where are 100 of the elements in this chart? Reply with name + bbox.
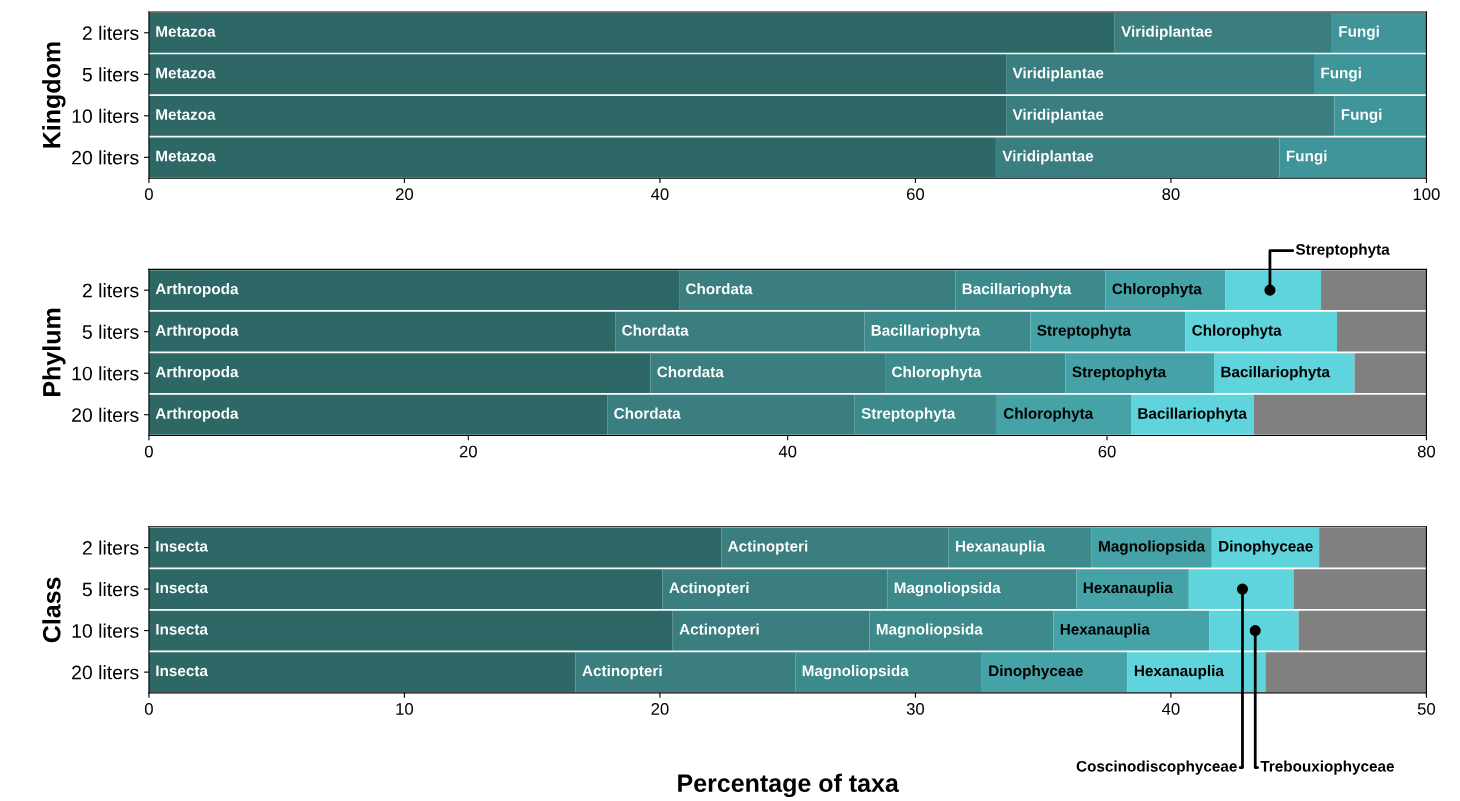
bar: [148, 270, 680, 311]
y-tick-label: 20 liters: [72, 150, 139, 165]
data-label: Bacillariophyta: [1138, 407, 1248, 422]
x-tick-label: 60: [907, 188, 925, 201]
data-label: Chlorophyta: [1192, 324, 1282, 339]
bar: [607, 394, 855, 435]
data-label: Streptophyta: [1072, 366, 1167, 381]
y-tick-label: 10 liters: [72, 108, 139, 124]
data-label: Bacillariophyta: [871, 324, 981, 339]
bar: [679, 270, 956, 311]
data-label: Fungi: [1286, 150, 1327, 165]
data-label: Insecta: [156, 665, 209, 677]
x-tick-label: 40: [1162, 703, 1180, 715]
x-tick-label: 30: [906, 703, 925, 715]
data-label: Fungi: [1341, 108, 1382, 123]
data-label: Hexanauplia: [956, 540, 1046, 555]
data-label: Chlorophyta: [892, 366, 982, 381]
data-label: Actinopteri: [679, 623, 759, 638]
bar: [996, 394, 1131, 435]
y-tick-label: 20 liters: [72, 665, 139, 680]
y-tick-label: 5 liters: [82, 67, 139, 82]
y-tick-label: 10 liters: [72, 366, 139, 381]
data-label: Dinophyceae: [1219, 540, 1313, 555]
bar: [1188, 569, 1294, 609]
data-label: Chordata: [614, 407, 681, 419]
data-label: Chordata: [686, 283, 753, 295]
data-label: Dinophyceae: [989, 664, 1083, 680]
data-label: Magnoliopsida: [802, 664, 909, 680]
data-label: Viridiplantae: [1012, 108, 1104, 123]
data-label: Magnoliopsida: [876, 623, 983, 638]
annotation: Coscinodiscophyceae: [1076, 760, 1237, 775]
bar: [1293, 569, 1427, 609]
data-label: Bacillariophyta: [1221, 366, 1331, 381]
bar: [662, 569, 888, 609]
x-tick-label: 40: [651, 188, 669, 201]
y-tick-label: 5 liters: [82, 324, 139, 339]
x-tick-label: 60: [1098, 445, 1116, 458]
bar: [148, 394, 608, 435]
annotation: Streptophyta: [1295, 243, 1390, 258]
data-label: Streptophyta: [861, 407, 956, 422]
bar: [148, 527, 722, 568]
y-tick-label: 5 liters: [82, 582, 139, 597]
bar: [948, 527, 1092, 568]
x-tick-label: 0: [144, 445, 153, 458]
data-label: Chlorophyta: [1003, 407, 1094, 422]
data-label: Magnoliopsida: [894, 581, 1001, 597]
x-tick-label: 50: [1417, 703, 1436, 715]
data-label: Chordata: [657, 366, 724, 378]
bar: [955, 270, 1106, 311]
x-tick-label: 0: [144, 703, 153, 715]
x-tick-label: 100: [1413, 188, 1440, 201]
data-label: Bacillariophyta: [962, 283, 1072, 298]
data-label: Hexanauplia: [1083, 581, 1173, 597]
x-tick-label: 80: [1417, 445, 1436, 458]
x-tick-label: 0: [144, 188, 153, 201]
data-label: Actinopteri: [582, 664, 662, 680]
data-label: Metazoa: [156, 150, 216, 162]
data-label: Actinopteri: [669, 581, 749, 597]
bar: [854, 394, 997, 435]
data-label: Insecta: [156, 541, 209, 552]
annotation: Trebouxiophyceae: [1260, 760, 1394, 775]
data-label: Fungi: [1321, 67, 1361, 82]
data-label: Arthropoda: [155, 366, 239, 381]
y-tick-label: 2 liters: [82, 25, 139, 41]
y-tick-label: 2 liters: [82, 283, 139, 298]
bar: [1105, 270, 1226, 311]
y-tick-label: 10 liters: [72, 623, 139, 638]
data-label: Arthropoda: [155, 283, 239, 298]
bar: [1076, 569, 1189, 609]
y-axis-title: Phylum: [42, 308, 66, 396]
x-tick-label: 20: [651, 703, 669, 715]
bar: [1319, 527, 1427, 568]
x-tick-label: 40: [778, 445, 797, 458]
y-axis-title: Class: [42, 577, 61, 643]
x-tick-label: 20: [395, 188, 414, 201]
bar: [1321, 270, 1427, 311]
y-tick-label: 20 liters: [72, 407, 139, 422]
data-label: Chordata: [622, 324, 689, 336]
data-label: Streptophyta: [1037, 324, 1132, 339]
x-tick-label: 10: [396, 703, 414, 715]
bar: [1131, 394, 1254, 435]
data-label: Viridiplantae: [1121, 25, 1212, 40]
data-label: Actinopteri: [728, 540, 808, 555]
data-label: Magnoliopsida: [1099, 540, 1206, 555]
data-label: Metazoa: [156, 26, 216, 37]
y-axis-title: Kingdom: [42, 42, 66, 148]
data-label: Arthropoda: [155, 407, 239, 422]
data-label: Insecta: [156, 582, 209, 594]
bar: [721, 527, 949, 568]
data-label: Chlorophyta: [1112, 283, 1202, 298]
x-tick-label: 20: [459, 445, 477, 458]
bar: [1225, 270, 1322, 311]
bar: [1253, 394, 1427, 435]
bar: [148, 569, 663, 609]
data-label: Fungi: [1339, 25, 1379, 40]
data-label: Viridiplantae: [1012, 67, 1104, 82]
data-label: Hexanauplia: [1134, 664, 1224, 680]
data-label: Metazoa: [156, 109, 216, 120]
bar: [887, 569, 1077, 609]
data-label: Viridiplantae: [1002, 150, 1094, 165]
